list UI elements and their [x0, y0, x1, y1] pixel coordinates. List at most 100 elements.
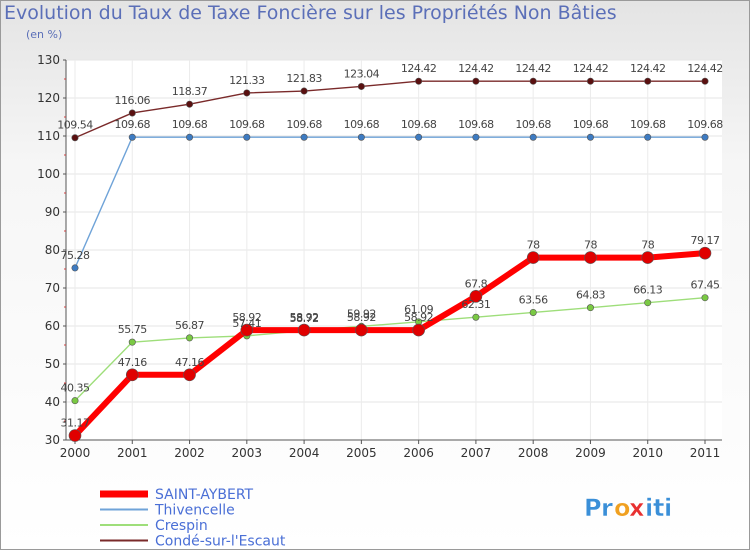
data-label-cond-sur-l-escaut: 109.54	[57, 119, 93, 132]
data-point-thivencelle	[701, 133, 709, 141]
data-point-saint-aybert	[469, 290, 483, 303]
data-point-cond-sur-l-escaut	[186, 100, 194, 108]
x-tick-label: 2007	[461, 446, 492, 460]
data-label-thivencelle: 109.68	[401, 118, 437, 131]
logo-letter: x	[629, 494, 645, 522]
y-axis-unit-label: (en %)	[26, 28, 63, 41]
x-tick-label: 2010	[632, 446, 663, 460]
legend-label: Condé-sur-l'Escaut	[155, 534, 286, 550]
data-label-cond-sur-l-escaut: 116.06	[115, 94, 151, 107]
data-label-cond-sur-l-escaut: 123.04	[344, 67, 380, 80]
logo-letter: P	[584, 494, 602, 522]
data-point-cond-sur-l-escaut	[529, 77, 537, 85]
logo-letter: r	[601, 494, 613, 522]
data-label-saint-aybert: 58.92	[232, 311, 261, 324]
data-point-cond-sur-l-escaut	[644, 77, 652, 85]
logo-letter: i	[645, 494, 653, 522]
data-label-cond-sur-l-escaut: 121.83	[286, 72, 322, 85]
data-point-saint-aybert	[698, 246, 712, 260]
data-label-thivencelle: 109.68	[573, 118, 609, 131]
y-tick-label: 50	[45, 357, 60, 371]
data-label-crespin: 55.75	[118, 323, 147, 336]
x-tick-label: 2006	[403, 446, 434, 460]
data-label-saint-aybert: 78	[584, 239, 597, 252]
data-point-saint-aybert	[526, 251, 540, 264]
data-point-saint-aybert	[68, 429, 82, 442]
x-tick-label: 2005	[346, 446, 377, 460]
data-label-saint-aybert: 47.16	[118, 356, 147, 369]
data-label-crespin: 58.72	[290, 312, 319, 325]
data-label-saint-aybert: 78	[641, 239, 654, 252]
logo-letter: t	[653, 494, 664, 522]
series-line-thivencelle	[74, 136, 706, 269]
data-point-crespin	[186, 334, 194, 342]
data-label-cond-sur-l-escaut: 124.42	[401, 62, 437, 75]
legend-label: SAINT-AYBERT	[155, 487, 254, 503]
x-tick-label: 2003	[232, 446, 263, 460]
data-point-saint-aybert	[584, 251, 597, 264]
data-point-cond-sur-l-escaut	[71, 134, 79, 142]
data-point-saint-aybert	[297, 323, 311, 337]
data-point-crespin	[701, 294, 709, 302]
data-label-thivencelle: 109.68	[630, 118, 666, 131]
data-label-cond-sur-l-escaut: 124.42	[630, 62, 666, 75]
data-label-cond-sur-l-escaut: 118.37	[172, 85, 208, 98]
data-label-thivencelle: 109.68	[344, 118, 380, 131]
y-tick-label: 110	[37, 129, 60, 143]
series-line-saint-aybert	[72, 250, 708, 439]
x-tick-label: 2011	[690, 446, 721, 460]
series-layer	[68, 77, 712, 442]
data-label-cond-sur-l-escaut: 124.42	[573, 62, 609, 75]
data-label-cond-sur-l-escaut: 124.42	[687, 62, 723, 75]
data-label-crespin: 56.87	[175, 319, 204, 332]
y-tick-label: 70	[45, 281, 60, 295]
logo-letter: i	[664, 494, 672, 522]
y-tick-label: 130	[37, 53, 60, 67]
data-label-cond-sur-l-escaut: 121.33	[229, 74, 265, 87]
data-point-cond-sur-l-escaut	[701, 77, 709, 85]
data-point-cond-sur-l-escaut	[357, 82, 365, 90]
y-tick-label: 120	[37, 91, 60, 105]
data-label-crespin: 40.35	[61, 382, 90, 395]
data-point-crespin	[71, 397, 79, 405]
data-label-thivencelle: 109.68	[458, 118, 494, 131]
data-label-thivencelle: 109.68	[515, 118, 551, 131]
x-tick-label: 2004	[289, 446, 320, 460]
data-label-cond-sur-l-escaut: 124.42	[515, 62, 551, 75]
data-label-saint-aybert: 79.17	[691, 234, 720, 247]
y-tick-label: 30	[45, 433, 60, 447]
data-label-thivencelle: 109.68	[229, 118, 265, 131]
data-point-cond-sur-l-escaut	[586, 77, 594, 85]
legend: SAINT-AYBERTThivencelleCrespinCondé-sur-…	[100, 487, 286, 550]
data-point-thivencelle	[243, 133, 251, 141]
data-label-saint-aybert: 31.17	[61, 417, 90, 430]
data-label-cond-sur-l-escaut: 124.42	[458, 62, 494, 75]
data-label-crespin: 62.31	[461, 298, 490, 311]
y-tick-label: 80	[45, 243, 60, 257]
x-tick-label: 2009	[575, 446, 606, 460]
data-point-thivencelle	[415, 133, 423, 141]
data-label-thivencelle: 109.68	[687, 118, 723, 131]
data-label-crespin: 61.09	[404, 303, 433, 316]
data-label-saint-aybert: 78	[527, 239, 540, 252]
data-point-crespin	[586, 304, 594, 312]
data-label-crespin: 59.92	[347, 307, 376, 320]
data-label-crespin: 57.41	[232, 317, 261, 330]
data-point-thivencelle	[644, 133, 652, 141]
data-point-crespin	[644, 299, 652, 307]
data-label-saint-aybert: 58.92	[404, 311, 433, 324]
data-point-thivencelle	[300, 133, 308, 141]
logo-letter: o	[614, 494, 631, 522]
data-label-crespin: 66.13	[633, 284, 662, 297]
data-label-crespin: 67.45	[691, 279, 720, 292]
x-tick-label: 2001	[117, 446, 148, 460]
data-point-cond-sur-l-escaut	[415, 77, 423, 85]
data-point-saint-aybert	[183, 368, 196, 382]
x-tick-label: 2002	[174, 446, 205, 460]
series-line-crespin	[74, 296, 706, 402]
data-label-thivencelle: 75.28	[61, 249, 90, 262]
data-point-crespin	[529, 308, 537, 316]
chart-title: Evolution du Taux de Taxe Foncière sur l…	[4, 2, 617, 24]
